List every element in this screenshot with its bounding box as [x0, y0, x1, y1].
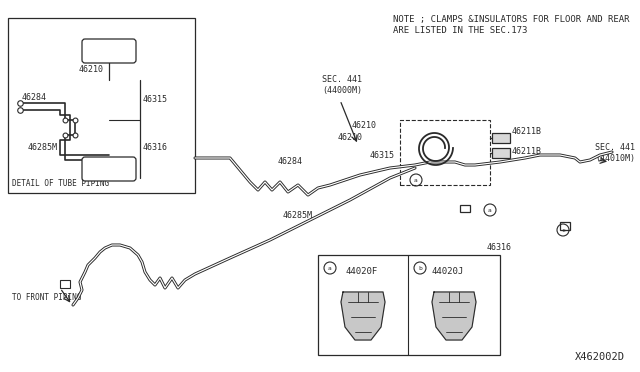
Text: DETAIL OF TUBE PIPING: DETAIL OF TUBE PIPING	[12, 179, 109, 188]
Text: 44020J: 44020J	[432, 267, 464, 276]
Text: 46315: 46315	[143, 96, 168, 105]
Text: 46210: 46210	[338, 134, 363, 142]
Text: 46211B: 46211B	[512, 128, 542, 137]
Text: 46316: 46316	[487, 244, 512, 253]
Text: (44010M): (44010M)	[595, 154, 635, 163]
Text: SEC. 441: SEC. 441	[322, 76, 362, 84]
Text: 46210: 46210	[352, 121, 377, 129]
Text: a: a	[414, 177, 418, 183]
Bar	[60, 280, 70, 288]
Text: 46284: 46284	[278, 157, 303, 167]
Text: X462002D: X462002D	[575, 352, 625, 362]
Text: 46210: 46210	[79, 65, 104, 74]
Polygon shape	[341, 292, 385, 340]
Text: a: a	[328, 266, 332, 270]
Bar	[8, 18, 195, 193]
Bar	[460, 205, 470, 212]
Text: a: a	[488, 208, 492, 212]
Text: 46284: 46284	[22, 93, 47, 102]
Bar	[492, 148, 510, 158]
Text: NOTE ; CLAMPS &INSULATORS FOR FLOOR AND REAR: NOTE ; CLAMPS &INSULATORS FOR FLOOR AND …	[393, 15, 630, 24]
Text: 46316: 46316	[143, 144, 168, 153]
Bar	[560, 222, 570, 230]
FancyBboxPatch shape	[82, 39, 136, 63]
Text: c: c	[561, 228, 565, 232]
Text: 46211B: 46211B	[512, 148, 542, 157]
FancyBboxPatch shape	[82, 157, 136, 181]
Text: 46210: 46210	[90, 48, 115, 57]
Text: 46315: 46315	[370, 151, 395, 160]
Bar	[318, 255, 500, 355]
Text: (44000M): (44000M)	[322, 86, 362, 94]
Bar	[400, 120, 490, 185]
Text: SEC. 441: SEC. 441	[595, 144, 635, 153]
Text: ARE LISTED IN THE SEC.173: ARE LISTED IN THE SEC.173	[393, 26, 527, 35]
Text: 46285M: 46285M	[28, 144, 58, 153]
Bar	[492, 133, 510, 143]
Text: b: b	[418, 266, 422, 270]
Text: TO FRONT PIPING: TO FRONT PIPING	[12, 294, 81, 302]
Polygon shape	[432, 292, 476, 340]
Text: 44020F: 44020F	[345, 267, 377, 276]
Text: 46285M: 46285M	[283, 211, 313, 219]
